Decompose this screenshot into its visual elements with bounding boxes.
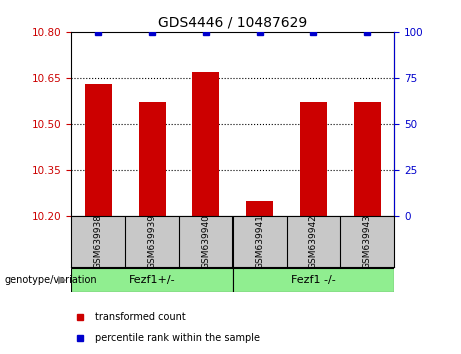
Text: GSM639940: GSM639940 — [201, 214, 210, 269]
Bar — [300, 102, 327, 216]
Text: Fezf1+/-: Fezf1+/- — [129, 275, 176, 285]
Text: GSM639943: GSM639943 — [363, 214, 372, 269]
Bar — [193, 72, 219, 216]
Bar — [139, 102, 165, 216]
Bar — [85, 84, 112, 216]
Title: GDS4446 / 10487629: GDS4446 / 10487629 — [158, 15, 307, 29]
Text: genotype/variation: genotype/variation — [5, 275, 97, 285]
Bar — [354, 102, 381, 216]
Bar — [71, 268, 233, 292]
Text: percentile rank within the sample: percentile rank within the sample — [95, 332, 260, 343]
Bar — [246, 201, 273, 216]
Text: GSM639941: GSM639941 — [255, 214, 264, 269]
Text: transformed count: transformed count — [95, 312, 186, 322]
Text: ▶: ▶ — [59, 275, 67, 285]
Bar — [233, 268, 394, 292]
Text: GSM639939: GSM639939 — [148, 214, 157, 269]
Text: Fezf1 -/-: Fezf1 -/- — [291, 275, 336, 285]
Text: GSM639942: GSM639942 — [309, 214, 318, 269]
Text: GSM639938: GSM639938 — [94, 214, 103, 269]
